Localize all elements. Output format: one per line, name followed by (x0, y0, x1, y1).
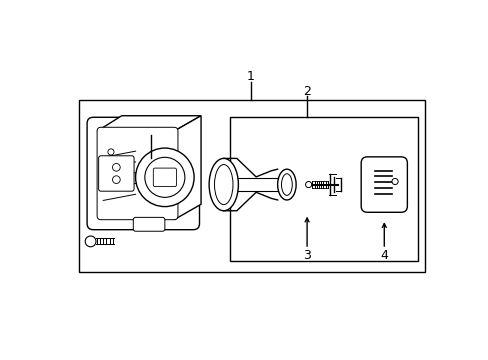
FancyBboxPatch shape (361, 157, 407, 212)
Polygon shape (97, 116, 201, 131)
Polygon shape (174, 116, 201, 220)
Text: 4: 4 (380, 249, 387, 262)
Ellipse shape (281, 174, 292, 195)
FancyBboxPatch shape (99, 156, 134, 191)
FancyBboxPatch shape (97, 127, 178, 220)
Text: 2: 2 (303, 85, 310, 98)
Ellipse shape (277, 169, 296, 200)
Circle shape (112, 163, 120, 171)
Text: 3: 3 (303, 249, 310, 262)
Bar (79, 100, 424, 272)
FancyBboxPatch shape (153, 168, 176, 186)
Circle shape (108, 149, 114, 155)
Circle shape (144, 157, 184, 197)
Text: 1: 1 (246, 70, 254, 83)
FancyBboxPatch shape (133, 217, 164, 231)
Ellipse shape (209, 158, 238, 211)
Ellipse shape (214, 165, 232, 204)
Circle shape (85, 236, 96, 247)
Circle shape (391, 179, 397, 185)
FancyBboxPatch shape (87, 117, 199, 230)
Circle shape (112, 176, 120, 184)
Circle shape (305, 181, 311, 188)
Circle shape (135, 148, 194, 207)
Bar (229, 117, 417, 261)
